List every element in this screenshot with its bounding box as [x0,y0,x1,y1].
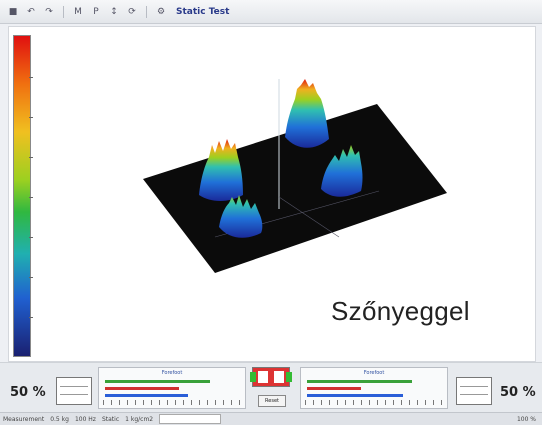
arrow-icon[interactable]: ↕ [110,6,118,17]
pressure-peak-right-small [321,145,363,197]
status-weight: 0.5 kg [50,415,69,423]
toolbar-separator [146,5,147,18]
right-gauge-caption: Forefoot [363,370,385,376]
status-bar: Measurement 0.5 kg 100 Hz Static 1 kg/cm… [0,412,542,425]
right-distribution-gauge: Forefoot [300,367,448,409]
right-indicator-icon [286,372,292,382]
right-foot-thumbnail[interactable] [456,377,492,405]
reset-button[interactable]: Reset [258,395,286,407]
left-foot-icon [258,371,268,383]
foot-selector-widget[interactable]: Reset [250,367,292,409]
left-indicator-icon [250,372,256,382]
y-axis-line [278,196,340,238]
undo-icon[interactable]: ↶ [27,6,35,17]
pressure-3d-viewport[interactable]: Szőnyeggel [8,26,536,362]
refresh-icon[interactable]: ⟳ [128,6,136,17]
right-bar-red [307,387,361,390]
pressure-peak-left [199,139,243,201]
color-scale-tick [29,277,33,278]
right-bar-blue [307,394,403,397]
status-mode[interactable]: Measurement [3,415,45,423]
balance-panel: 50 % Forefoot Reset Forefoot 50 % [0,362,542,413]
status-frequency: 100 Hz [74,415,96,423]
redo-icon[interactable]: ↷ [45,6,53,17]
sensor-plate [143,104,447,273]
foot-selector-display [252,367,290,387]
bold-icon[interactable]: M [74,6,82,17]
overlay-caption: Szőnyeggel [331,296,470,326]
color-scale-bar [13,35,31,357]
toolbar: ■ ↶ ↷ M P ↕ ⟳ ⚙ Static Test [0,0,542,24]
pressure-peak-right-tall [285,79,329,148]
color-scale-tick [29,157,33,158]
pressure-surface-plot [143,79,447,273]
status-zoom[interactable]: 100 % [516,415,536,423]
settings-icon[interactable]: ⚙ [156,6,166,17]
pressure-peak-middle [219,195,263,238]
left-distribution-gauge: Forefoot [98,367,246,409]
color-scale-tick [29,237,33,238]
file-icon[interactable]: ■ [8,6,18,17]
color-scale-tick [29,317,33,318]
status-progress-field [159,414,222,424]
left-bar-red [105,387,179,390]
italic-icon[interactable]: P [93,6,99,17]
status-test-type: Static [101,415,120,423]
right-foot-icon [274,371,284,383]
toolbar-title: Static Test [176,6,230,17]
left-percent: 50 % [10,385,46,400]
left-gauge-scale [103,400,241,405]
right-bar-green [307,380,412,383]
status-unit: 1 kg/cm2 [125,415,154,423]
left-bar-blue [105,394,188,397]
right-percent: 50 % [500,385,536,400]
toolbar-separator [63,5,64,18]
right-gauge-scale [305,400,443,405]
color-scale-tick [29,77,33,78]
left-bar-green [105,380,210,383]
left-foot-thumbnail[interactable] [56,377,92,405]
left-gauge-caption: Forefoot [161,370,183,376]
color-scale-tick [29,117,33,118]
color-scale-tick [29,197,33,198]
